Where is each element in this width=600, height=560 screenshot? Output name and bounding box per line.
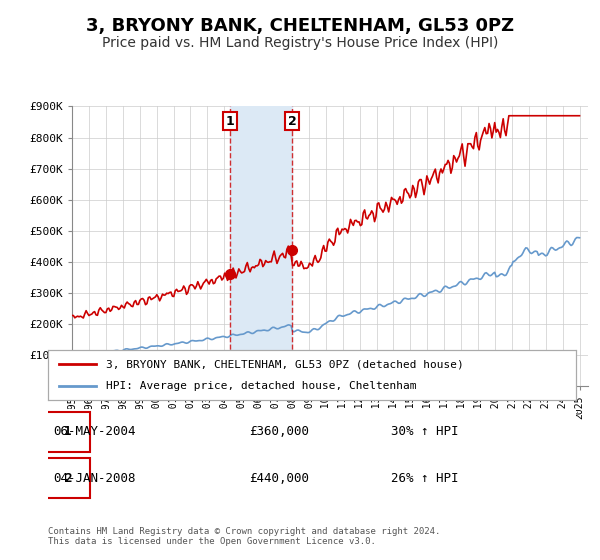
- Text: 26% ↑ HPI: 26% ↑ HPI: [391, 472, 459, 484]
- Text: Price paid vs. HM Land Registry's House Price Index (HPI): Price paid vs. HM Land Registry's House …: [102, 36, 498, 50]
- Text: 2: 2: [288, 115, 296, 128]
- Text: £360,000: £360,000: [248, 426, 308, 438]
- Text: 2: 2: [64, 472, 72, 484]
- Text: 30% ↑ HPI: 30% ↑ HPI: [391, 426, 459, 438]
- Text: HPI: Average price, detached house, Cheltenham: HPI: Average price, detached house, Chel…: [106, 381, 416, 391]
- Text: 04-JAN-2008: 04-JAN-2008: [53, 472, 136, 484]
- Text: 06-MAY-2004: 06-MAY-2004: [53, 426, 136, 438]
- FancyBboxPatch shape: [46, 458, 90, 498]
- Text: £440,000: £440,000: [248, 472, 308, 484]
- Text: 3, BRYONY BANK, CHELTENHAM, GL53 0PZ (detached house): 3, BRYONY BANK, CHELTENHAM, GL53 0PZ (de…: [106, 359, 464, 369]
- Text: Contains HM Land Registry data © Crown copyright and database right 2024.
This d: Contains HM Land Registry data © Crown c…: [48, 526, 440, 546]
- Text: 3, BRYONY BANK, CHELTENHAM, GL53 0PZ: 3, BRYONY BANK, CHELTENHAM, GL53 0PZ: [86, 17, 514, 35]
- FancyBboxPatch shape: [46, 412, 90, 452]
- Bar: [230, 106, 292, 386]
- Text: 1: 1: [226, 115, 235, 128]
- Text: 1: 1: [64, 426, 72, 438]
